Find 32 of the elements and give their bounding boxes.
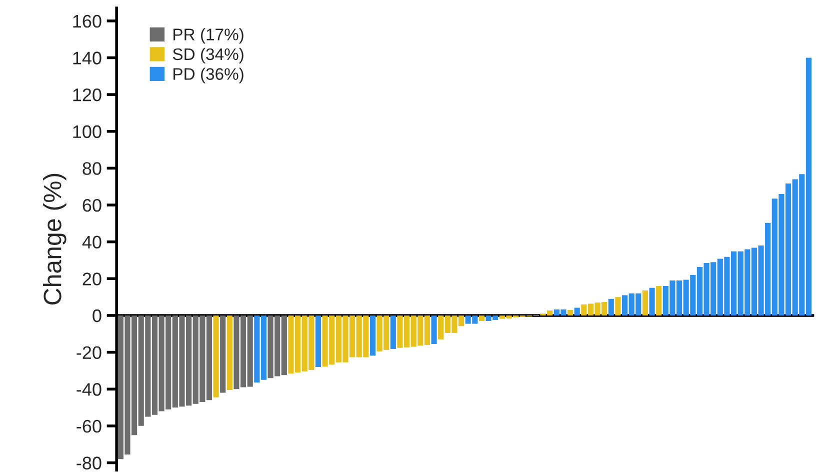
y-tick-label: -60 <box>76 420 102 433</box>
bar <box>567 310 574 316</box>
bar <box>213 315 219 398</box>
bar <box>315 315 322 368</box>
bar <box>478 315 485 321</box>
bar <box>656 286 662 316</box>
y-tick-label: 100 <box>73 125 102 138</box>
bar <box>431 315 437 344</box>
y-tick-label: -40 <box>76 383 102 396</box>
bar <box>608 298 614 316</box>
bar <box>390 315 396 349</box>
bar <box>615 297 621 316</box>
y-tick-label: 40 <box>82 236 102 249</box>
legend-label: PD (36%) <box>174 68 244 84</box>
bar <box>642 290 648 316</box>
y-tick-label: -20 <box>76 346 102 360</box>
bar <box>370 315 376 356</box>
bar <box>220 315 226 393</box>
y-tick-label: 20 <box>82 272 102 286</box>
y-tick-label: 140 <box>73 52 102 64</box>
bar <box>574 308 580 316</box>
y-tick-label: 0 <box>92 309 102 322</box>
bar <box>649 288 655 316</box>
y-tick-label: 60 <box>82 198 102 212</box>
y-tick-label: 160 <box>73 14 102 28</box>
legend-label: PR (17%) <box>174 28 244 44</box>
y-tick-label: 80 <box>82 162 102 175</box>
bar <box>226 315 232 390</box>
y-tick-label: 120 <box>73 88 102 102</box>
y-tick-label: -80 <box>76 456 102 470</box>
legend-label: SD (34%) <box>172 48 244 64</box>
y-axis-title: Change (%) <box>43 174 66 304</box>
